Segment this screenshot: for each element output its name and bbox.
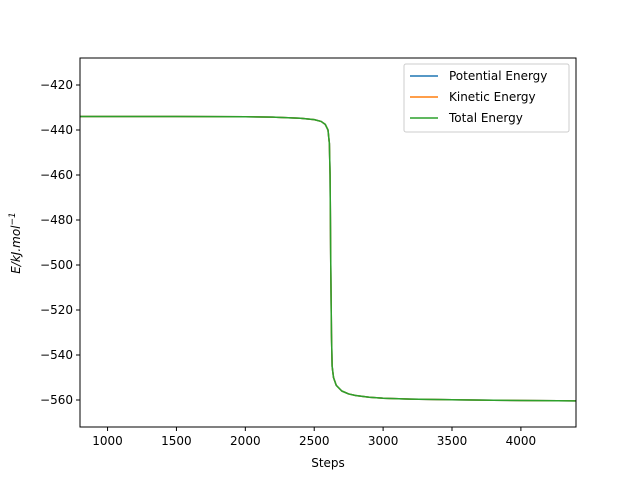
series-layer	[80, 115, 577, 402]
y-tick-label: −500	[40, 258, 73, 272]
x-tick-label: 3500	[437, 434, 468, 448]
x-tick-label: 1500	[161, 434, 192, 448]
y-tick-label: −520	[40, 303, 73, 317]
x-tick-label: 3000	[368, 434, 399, 448]
legend-label-1: Kinetic Energy	[449, 90, 536, 104]
y-tick-label: −560	[40, 393, 73, 407]
y-tick-label: −480	[40, 213, 73, 227]
y-tick-label: −440	[40, 123, 73, 137]
y-axis-label: E/kJ.mol−1	[8, 212, 23, 274]
x-axis-label: Steps	[311, 456, 345, 470]
series-line-2	[80, 115, 577, 402]
y-axis-label-main: E/kJ.mol	[9, 225, 23, 274]
y-axis-label-exponent: −1	[8, 212, 18, 225]
legend: Potential Energy Kinetic Energy Total Ener…	[403, 63, 570, 133]
y-tick-label: −540	[40, 348, 73, 362]
x-tick-label: 2500	[299, 434, 330, 448]
plot-frame	[79, 57, 577, 428]
x-tick-label: 1000	[92, 434, 123, 448]
x-tick-label: 4000	[506, 434, 537, 448]
legend-label-2: Total Energy	[448, 111, 523, 125]
legend-label-0: Potential Energy	[449, 69, 547, 83]
x-tick-label: 2000	[230, 434, 261, 448]
legend-frame	[403, 63, 570, 133]
tick-layer: 1000 1500 2000 2500 3000 3500 4000 −560 −540 −520…	[40, 78, 536, 448]
y-tick-label: −420	[40, 78, 73, 92]
y-tick-label: −460	[40, 168, 73, 182]
